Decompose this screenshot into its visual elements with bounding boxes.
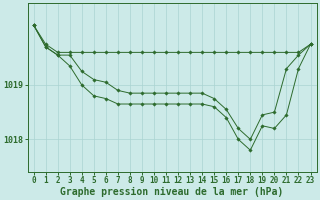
X-axis label: Graphe pression niveau de la mer (hPa): Graphe pression niveau de la mer (hPa)	[60, 186, 284, 197]
